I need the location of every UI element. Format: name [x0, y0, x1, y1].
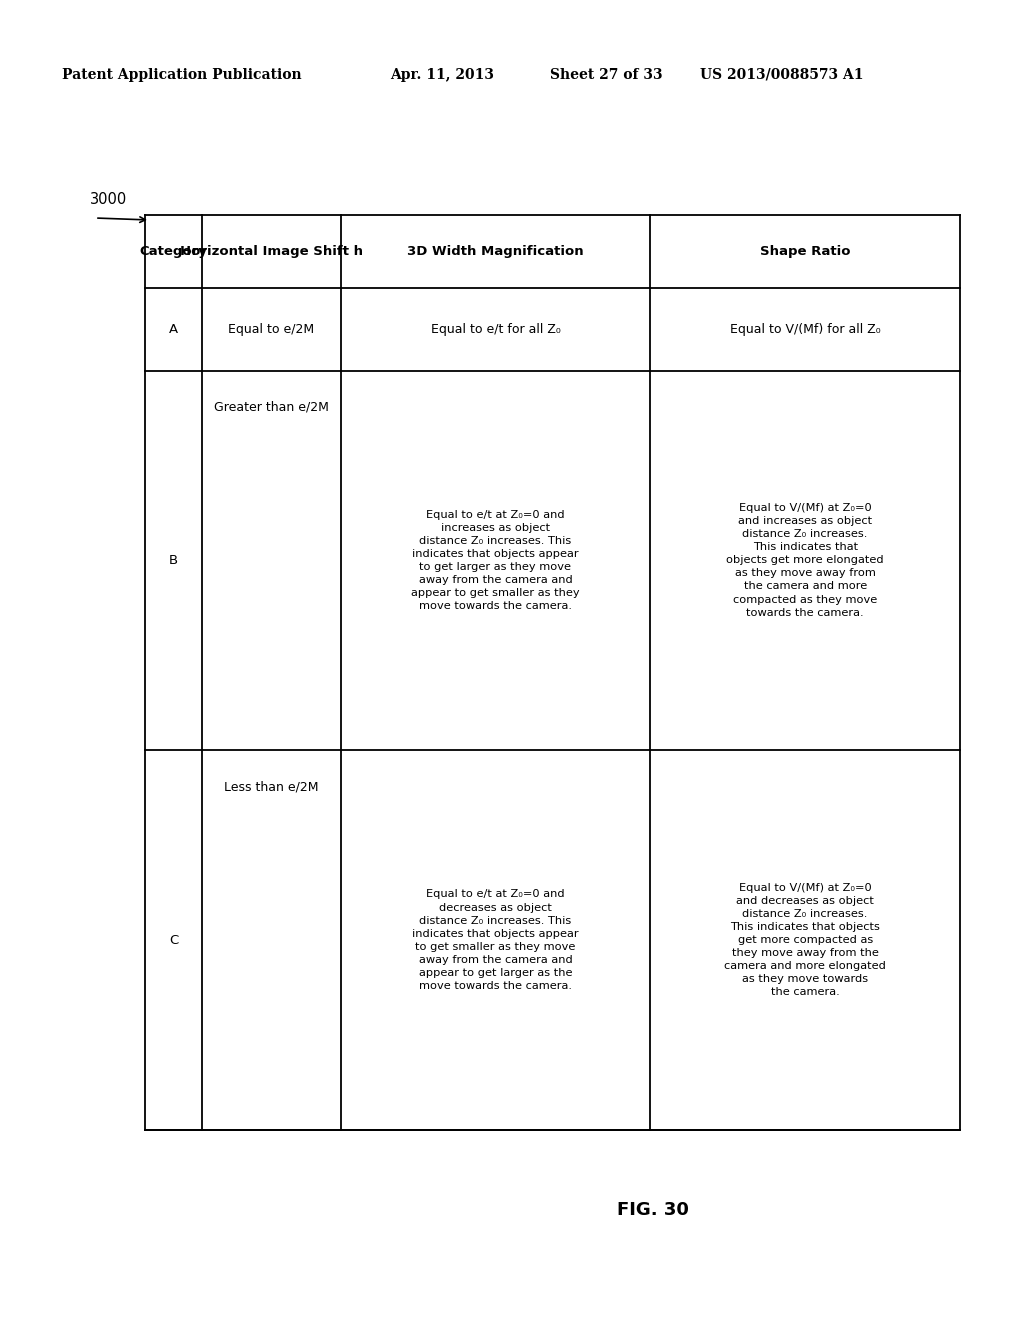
Text: Less than e/2M: Less than e/2M: [224, 780, 318, 793]
Text: Equal to e/t at Z₀=0 and
decreases as object
distance Z₀ increases. This
indicat: Equal to e/t at Z₀=0 and decreases as ob…: [412, 890, 579, 991]
Text: Equal to e/2M: Equal to e/2M: [228, 323, 314, 335]
Text: Shape Ratio: Shape Ratio: [760, 246, 850, 259]
Text: US 2013/0088573 A1: US 2013/0088573 A1: [700, 69, 863, 82]
Text: A: A: [169, 323, 178, 335]
Text: FIG. 30: FIG. 30: [616, 1201, 688, 1218]
Text: 3D Width Magnification: 3D Width Magnification: [408, 246, 584, 259]
Text: Equal to V/(Mf) at Z₀=0
and decreases as object
distance Z₀ increases.
This indi: Equal to V/(Mf) at Z₀=0 and decreases as…: [724, 883, 886, 998]
Text: Equal to V/(Mf) for all Z₀: Equal to V/(Mf) for all Z₀: [730, 323, 881, 335]
Text: Greater than e/2M: Greater than e/2M: [214, 400, 329, 413]
Text: Category: Category: [139, 246, 208, 259]
Text: Equal to e/t for all Z₀: Equal to e/t for all Z₀: [430, 323, 560, 335]
Text: Equal to V/(Mf) at Z₀=0
and increases as object
distance Z₀ increases.
This indi: Equal to V/(Mf) at Z₀=0 and increases as…: [726, 503, 884, 618]
Text: Sheet 27 of 33: Sheet 27 of 33: [550, 69, 663, 82]
Text: Patent Application Publication: Patent Application Publication: [62, 69, 302, 82]
Text: B: B: [169, 554, 178, 566]
Text: Apr. 11, 2013: Apr. 11, 2013: [390, 69, 494, 82]
Text: Equal to e/t at Z₀=0 and
increases as object
distance Z₀ increases. This
indicat: Equal to e/t at Z₀=0 and increases as ob…: [412, 510, 580, 611]
Text: 3000: 3000: [90, 193, 127, 207]
Text: C: C: [169, 933, 178, 946]
Text: Horizontal Image Shift h: Horizontal Image Shift h: [180, 246, 362, 259]
